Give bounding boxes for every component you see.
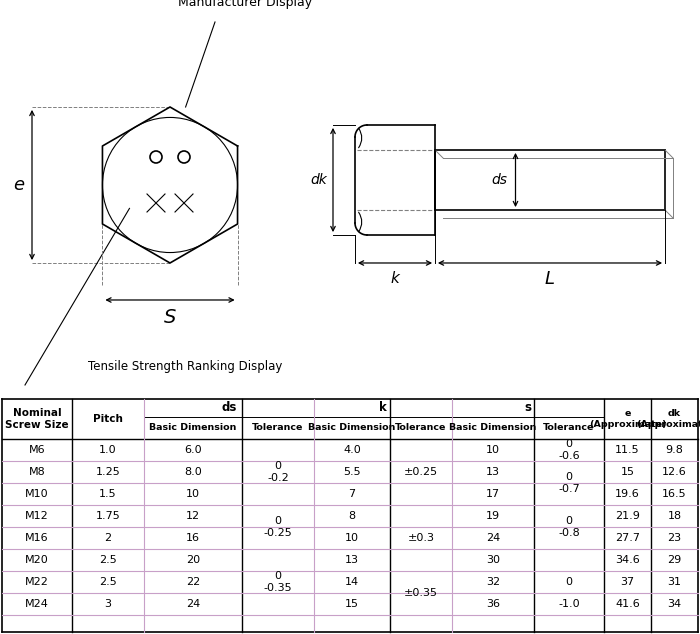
Text: 34.6: 34.6 [615,555,640,565]
Text: 15: 15 [620,467,634,477]
Text: 16.5: 16.5 [662,489,687,499]
Text: 19: 19 [486,511,500,521]
Text: ±0.25: ±0.25 [404,467,438,477]
Text: 22: 22 [186,577,200,587]
Text: 0
-0.35: 0 -0.35 [264,571,293,593]
Text: M24: M24 [25,599,49,609]
Text: 2.5: 2.5 [99,577,117,587]
Text: 1.0: 1.0 [99,445,117,455]
Text: 0
-0.6: 0 -0.6 [558,439,580,461]
Text: 30: 30 [486,555,500,565]
Text: 1.5: 1.5 [99,489,117,499]
Text: Basic Dimension: Basic Dimension [449,424,537,432]
Text: e: e [13,176,24,194]
Text: Basic Dimension: Basic Dimension [149,424,237,432]
Text: Tolerance: Tolerance [252,424,304,432]
Text: ±0.3: ±0.3 [407,533,435,543]
Text: 14: 14 [345,577,359,587]
Text: 21.9: 21.9 [615,511,640,521]
Text: 0: 0 [566,577,573,587]
Text: 13: 13 [345,555,359,565]
Text: 20: 20 [186,555,200,565]
Text: 0
-0.7: 0 -0.7 [558,472,580,494]
Text: 23: 23 [667,533,682,543]
Text: 3: 3 [104,599,111,609]
Text: 9.8: 9.8 [666,445,683,455]
Text: Tolerance: Tolerance [543,424,595,432]
Text: ±0.35: ±0.35 [404,588,438,598]
Text: 29: 29 [667,555,682,565]
Text: 12.6: 12.6 [662,467,687,477]
Text: 32: 32 [486,577,500,587]
Text: 1.25: 1.25 [96,467,120,477]
Text: 24: 24 [186,599,200,609]
Text: 10: 10 [486,445,500,455]
Text: 27.7: 27.7 [615,533,640,543]
Text: Tensile Strength Ranking Display: Tensile Strength Ranking Display [88,360,282,373]
Text: Pitch: Pitch [93,414,123,424]
Text: 4.0: 4.0 [343,445,361,455]
Text: 6.0: 6.0 [184,445,202,455]
Text: M12: M12 [25,511,49,521]
Text: 34: 34 [667,599,682,609]
Text: Manufacturer Display: Manufacturer Display [178,0,312,9]
Text: 37: 37 [620,577,635,587]
Text: -1.0: -1.0 [558,599,580,609]
Text: M22: M22 [25,577,49,587]
Text: Basic Dimension: Basic Dimension [308,424,395,432]
Text: 18: 18 [667,511,682,521]
Text: 2: 2 [104,533,111,543]
Text: e
(Approximate): e (Approximate) [589,410,666,429]
Text: k: k [379,401,387,414]
Text: k: k [391,271,400,287]
Text: 8.0: 8.0 [184,467,202,477]
Text: Nominal
Screw Size: Nominal Screw Size [5,408,69,430]
Text: M10: M10 [25,489,49,499]
Text: 2.5: 2.5 [99,555,117,565]
Text: 10: 10 [345,533,359,543]
Text: 13: 13 [486,467,500,477]
Text: 0
-0.2: 0 -0.2 [267,461,289,482]
Text: s: s [524,401,531,414]
Text: 0
-0.8: 0 -0.8 [558,516,580,538]
Text: ds: ds [491,173,508,187]
Text: 12: 12 [186,511,200,521]
Text: 41.6: 41.6 [615,599,640,609]
Text: 1.75: 1.75 [96,511,120,521]
Text: M8: M8 [29,467,46,477]
Text: 17: 17 [486,489,500,499]
Text: 31: 31 [668,577,682,587]
Text: 19.6: 19.6 [615,489,640,499]
Text: M20: M20 [25,555,49,565]
Text: dk: dk [311,173,328,187]
Text: 0
-0.25: 0 -0.25 [264,516,293,538]
Text: 5.5: 5.5 [343,467,360,477]
Text: S: S [164,309,176,328]
Text: 16: 16 [186,533,200,543]
Text: Tolerance: Tolerance [395,424,447,432]
Text: M6: M6 [29,445,46,455]
Text: 15: 15 [345,599,359,609]
Text: M16: M16 [25,533,49,543]
Text: ds: ds [221,401,237,414]
Text: 7: 7 [349,489,356,499]
Text: 36: 36 [486,599,500,609]
Text: L: L [545,270,555,288]
Text: 8: 8 [349,511,356,521]
Text: 11.5: 11.5 [615,445,640,455]
Text: 24: 24 [486,533,500,543]
Text: dk
(Approximate): dk (Approximate) [636,410,700,429]
Text: 10: 10 [186,489,200,499]
